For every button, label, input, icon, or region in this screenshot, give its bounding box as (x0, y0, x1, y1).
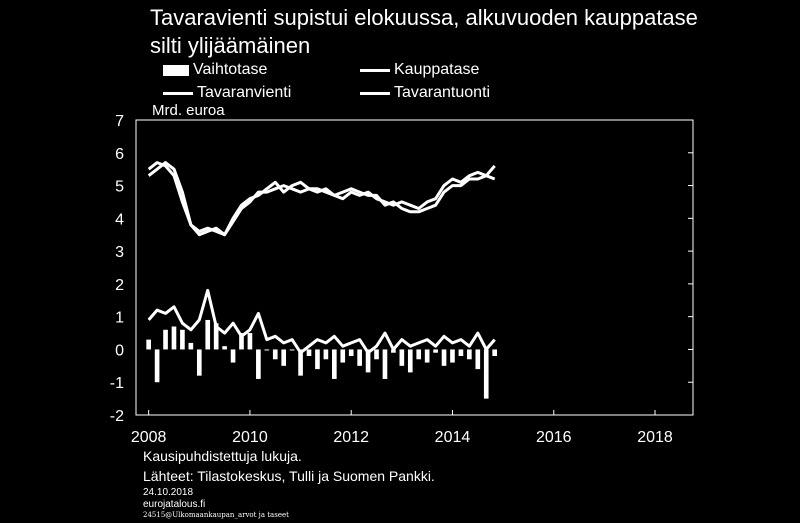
x-tick-label: 2008 (131, 429, 167, 446)
legend-label: Kauppatase (394, 61, 480, 78)
x-tick-label: 2018 (637, 429, 673, 446)
bar-vaihtotase (315, 349, 320, 370)
x-tick-label: 2016 (536, 429, 572, 446)
x-tick-label: 2014 (435, 429, 471, 446)
bar-vaihtotase (483, 349, 489, 399)
bar-vaihtotase (205, 319, 211, 350)
bar-vaihtotase (264, 349, 270, 351)
series-line-tavarantuonti (147, 161, 496, 237)
x-tick-label: 2010 (232, 429, 268, 446)
footer-code: 24515@Ulkomaankaupan_arvot ja taseet (143, 511, 289, 519)
bar-vaihtotase (382, 349, 388, 379)
bar-vaihtotase (163, 329, 168, 350)
bar-vaihtotase (171, 326, 177, 350)
bar-vaihtotase (146, 339, 151, 350)
y-tick-label: -2 (110, 408, 124, 425)
y-tick-label: 3 (115, 244, 124, 261)
legend-swatch-bar (163, 64, 189, 76)
y-tick-label: 2 (115, 277, 124, 294)
bar-vaihtotase (441, 349, 447, 366)
footer-site: eurojatalous.fi (143, 499, 206, 510)
series-line-kauppatase (147, 288, 496, 355)
bar-vaihtotase (180, 329, 185, 350)
bar-vaihtotase (256, 349, 261, 379)
bar-vaihtotase (247, 333, 253, 350)
bar-vaihtotase (365, 349, 371, 373)
y-tick-label: 6 (115, 146, 124, 163)
bar-vaihtotase (416, 349, 422, 360)
legend-label: Tavarantuonti (394, 84, 491, 101)
legend-swatch-line (360, 68, 390, 72)
bar-vaihtotase (213, 323, 219, 350)
bar-vaihtotase (424, 349, 430, 363)
bar-vaihtotase (272, 349, 278, 360)
y-tick-label: 5 (115, 179, 124, 196)
legend-item-vaihtotase: Vaihtotase (163, 61, 267, 79)
bar-vaihtotase (407, 349, 413, 373)
y-tick-label: -1 (110, 375, 124, 392)
legend-item-tavaranvienti: Tavaranvienti (163, 84, 291, 102)
bar-vaihtotase (239, 333, 244, 350)
legend-swatch-line (360, 91, 390, 95)
bar-vaihtotase (340, 349, 346, 363)
bar-vaihtotase (348, 349, 354, 356)
x-tick-label: 2012 (333, 429, 369, 446)
bar-vaihtotase (391, 349, 396, 353)
bar-vaihtotase (433, 349, 438, 353)
y-axis-unit: Mrd. euroa (152, 102, 225, 119)
bar-vaihtotase (450, 349, 455, 363)
footer-note: Kausipuhdistettuja lukuja. (143, 448, 302, 464)
plot-frame (135, 119, 694, 416)
legend-item-tavarantuonti: Tavarantuonti (360, 84, 490, 102)
bar-vaihtotase (306, 349, 312, 356)
legend-label: Vaihtotase (193, 61, 268, 78)
bar-vaihtotase (196, 349, 202, 376)
bar-vaihtotase (281, 349, 287, 366)
bar-vaihtotase (222, 346, 227, 350)
legend-label: Tavaranvienti (197, 84, 292, 101)
bar-vaihtotase (154, 349, 160, 383)
bar-vaihtotase (467, 349, 472, 360)
bar-vaihtotase (492, 349, 497, 356)
footer-date: 24.10.2018 (143, 487, 194, 498)
legend-item-kauppatase: Kauppatase (360, 61, 479, 79)
bar-vaihtotase (357, 349, 362, 366)
bar-vaihtotase (323, 349, 329, 360)
bar-vaihtotase (475, 349, 481, 370)
chart-title: Tavaravienti supistui elokuussa, alkuvuo… (150, 5, 698, 58)
bar-vaihtotase (289, 349, 295, 351)
bar-vaihtotase (188, 342, 194, 350)
legend-swatch-line (163, 91, 193, 95)
bar-vaihtotase (399, 349, 405, 366)
y-tick-label: 1 (115, 310, 124, 327)
y-tick-label: 7 (115, 113, 124, 130)
bar-vaihtotase (230, 349, 236, 363)
bar-vaihtotase (332, 349, 337, 379)
series-line-tavaranvienti (147, 161, 496, 237)
y-tick-label: 4 (115, 211, 124, 228)
bar-vaihtotase (458, 349, 464, 356)
footer-sources: Lähteet: Tilastokeskus, Tulli ja Suomen … (143, 468, 435, 484)
bar-vaihtotase (374, 349, 379, 360)
y-tick-label: 0 (115, 342, 124, 359)
bar-vaihtotase (298, 349, 303, 376)
